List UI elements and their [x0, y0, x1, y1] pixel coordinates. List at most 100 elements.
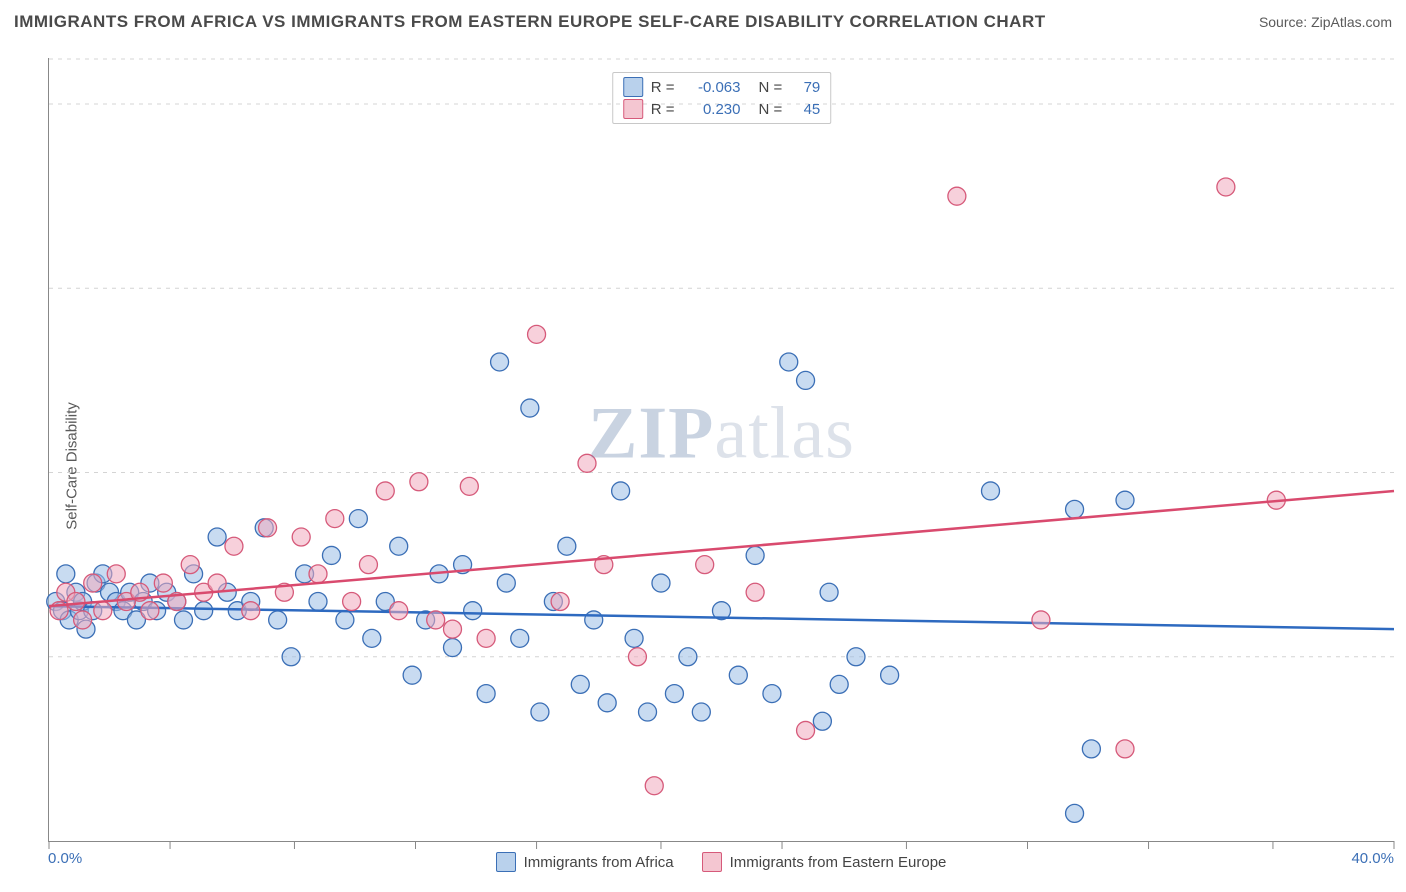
data-point	[282, 648, 300, 666]
data-point	[578, 454, 596, 472]
data-point	[154, 574, 172, 592]
data-point	[195, 602, 213, 620]
data-point	[1082, 740, 1100, 758]
data-point	[645, 777, 663, 795]
legend-swatch	[702, 852, 722, 872]
data-point	[820, 583, 838, 601]
r-label: R =	[651, 101, 675, 118]
r-value: 0.230	[683, 101, 741, 118]
data-point	[521, 399, 539, 417]
data-point	[639, 703, 657, 721]
data-point	[181, 556, 199, 574]
data-point	[847, 648, 865, 666]
data-point	[359, 556, 377, 574]
data-point	[363, 629, 381, 647]
data-point	[208, 574, 226, 592]
data-point	[444, 639, 462, 657]
data-point	[390, 602, 408, 620]
data-point	[410, 473, 428, 491]
data-point	[571, 675, 589, 693]
data-point	[309, 592, 327, 610]
data-point	[830, 675, 848, 693]
data-point	[1217, 178, 1235, 196]
data-point	[460, 477, 478, 495]
data-point	[427, 611, 445, 629]
data-point	[665, 685, 683, 703]
data-point	[729, 666, 747, 684]
data-point	[1066, 804, 1084, 822]
plot-area: ZIPatlas R =-0.063N =79R =0.230N =45 2.0…	[48, 58, 1394, 842]
data-point	[679, 648, 697, 666]
data-point	[511, 629, 529, 647]
n-label: N =	[759, 79, 783, 96]
data-point	[491, 353, 509, 371]
data-point	[652, 574, 670, 592]
data-point	[612, 482, 630, 500]
data-point	[625, 629, 643, 647]
data-point	[763, 685, 781, 703]
data-point	[746, 546, 764, 564]
data-point	[376, 482, 394, 500]
source-prefix: Source:	[1259, 14, 1311, 30]
data-point	[797, 371, 815, 389]
plot-wrap: Self-Care Disability ZIPatlas R =-0.063N…	[0, 40, 1406, 892]
stats-legend-row: R = 0.230 N = 45	[623, 99, 821, 119]
data-point	[464, 602, 482, 620]
chart-source: Source: ZipAtlas.com	[1259, 14, 1392, 30]
data-point	[84, 574, 102, 592]
data-point	[309, 565, 327, 583]
data-point	[343, 592, 361, 610]
data-point	[107, 565, 125, 583]
data-point	[225, 537, 243, 555]
data-point	[57, 565, 75, 583]
data-point	[948, 187, 966, 205]
data-point	[813, 712, 831, 730]
data-point	[551, 592, 569, 610]
data-point	[881, 666, 899, 684]
n-value: 79	[790, 79, 820, 96]
chart-title: IMMIGRANTS FROM AFRICA VS IMMIGRANTS FRO…	[14, 12, 1046, 32]
data-point	[531, 703, 549, 721]
data-point	[558, 537, 576, 555]
legend-label: Immigrants from Africa	[524, 854, 674, 871]
data-point	[497, 574, 515, 592]
data-point	[292, 528, 310, 546]
data-point	[628, 648, 646, 666]
legend-label: Immigrants from Eastern Europe	[730, 854, 947, 871]
data-point	[141, 602, 159, 620]
data-point	[175, 611, 193, 629]
legend-item: Immigrants from Eastern Europe	[702, 852, 947, 872]
chart-svg	[49, 58, 1394, 841]
data-point	[322, 546, 340, 564]
n-label: N =	[759, 101, 783, 118]
stats-legend: R = -0.063 N = 79 R = 0.230 N = 45	[612, 72, 832, 124]
data-point	[477, 685, 495, 703]
data-point	[746, 583, 764, 601]
source-name: ZipAtlas.com	[1311, 14, 1392, 30]
data-point	[1032, 611, 1050, 629]
legend-swatch	[623, 77, 643, 97]
legend-swatch	[623, 99, 643, 119]
data-point	[585, 611, 603, 629]
data-point	[692, 703, 710, 721]
chart-header: IMMIGRANTS FROM AFRICA VS IMMIGRANTS FRO…	[0, 0, 1406, 40]
data-point	[326, 510, 344, 528]
legend-swatch	[496, 852, 516, 872]
data-point	[336, 611, 354, 629]
data-point	[242, 602, 260, 620]
data-point	[797, 721, 815, 739]
data-point	[1116, 740, 1134, 758]
data-point	[94, 602, 112, 620]
r-value: -0.063	[683, 79, 741, 96]
data-point	[696, 556, 714, 574]
data-point	[598, 694, 616, 712]
r-label: R =	[651, 79, 675, 96]
stats-legend-row: R = -0.063 N = 79	[623, 77, 821, 97]
n-value: 45	[790, 101, 820, 118]
data-point	[390, 537, 408, 555]
data-point	[67, 592, 85, 610]
trend-line	[49, 491, 1394, 606]
data-point	[1116, 491, 1134, 509]
data-point	[477, 629, 495, 647]
legend-item: Immigrants from Africa	[496, 852, 674, 872]
